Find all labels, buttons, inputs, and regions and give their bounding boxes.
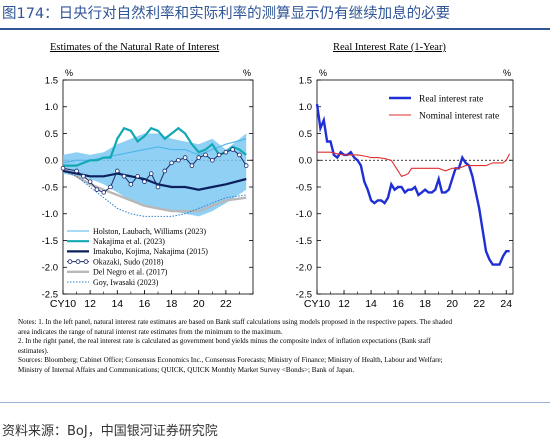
legend-label: Real interest rate [419, 95, 483, 105]
x-tick-label: 12 [84, 298, 96, 310]
series-marker [237, 152, 242, 158]
natural-rate-chart: 1.5 1.0 0.5 0.0 -0.5 -1.0 -1.5 -2.0 -2.5% % CY10 12… [42, 68, 254, 310]
y-axis-unit: % [65, 68, 73, 78]
series-marker [196, 155, 202, 160]
y-tick-label: 1.0 [45, 102, 58, 113]
series-line-navy-thick [62, 169, 247, 191]
y-tick-label: 0.0 [45, 156, 58, 167]
series-marker [87, 179, 93, 184]
series-marker [182, 155, 188, 160]
y-axis-unit: % [243, 68, 251, 78]
series-marker [108, 184, 113, 190]
series-marker [223, 149, 229, 155]
y-tick-label: -1.0 [296, 209, 312, 220]
series-marker [142, 179, 147, 184]
series-line-dotted [62, 170, 247, 217]
legend-label: Goy, Iwasaki (2023) [93, 278, 159, 287]
source-text: 资料来源：BoJ，中国银河证券研究院 [2, 424, 218, 439]
x-tick-label: 16 [139, 298, 151, 310]
note-line: Ministry of Internal Affairs and Communi… [18, 365, 355, 374]
legend-label: Okazaki, Sudo (2018) [93, 257, 164, 266]
y-tick-label: 1.0 [299, 102, 312, 113]
y-axis-unit: % [319, 68, 327, 78]
chart-notes: Notes: 1. In the left panel, natural int… [18, 318, 540, 376]
legend-marker [83, 259, 89, 264]
left-chart-title: Estimates of the Natural Rate of Interes… [50, 42, 220, 53]
series-marker [114, 168, 120, 174]
x-tick-label: 14 [365, 298, 377, 310]
y-axis-unit: % [503, 68, 511, 78]
x-tick-label: 16 [392, 298, 404, 310]
legend-label: Imakubo, Kojima, Nakajima (2015) [93, 247, 208, 256]
series-marker [230, 147, 235, 152]
series-marker [162, 168, 168, 174]
y-tick-label: -1.5 [296, 236, 312, 247]
x-tick-label: CY10 [304, 298, 330, 310]
x-tick-label: 14 [111, 298, 123, 310]
x-tick-label: 12 [338, 298, 350, 310]
series-marker [81, 174, 86, 179]
series-marker [148, 171, 154, 176]
footer-divider [0, 402, 550, 403]
y-tick-label: -0.5 [296, 182, 312, 193]
legend-marker [67, 259, 73, 264]
real-rate-line [315, 103, 510, 266]
y-tick-label: 1.5 [299, 75, 312, 86]
series-marker [135, 174, 140, 179]
note-line: 2. In the right panel, the real interest… [18, 337, 431, 346]
y-tick-label: 0.5 [45, 129, 58, 140]
y-tick-label: -2.0 [42, 263, 58, 274]
legend-label: Del Negro et al. (2017) [93, 268, 168, 277]
note-line: Notes: 1. In the left panel, natural int… [18, 318, 453, 326]
y-tick-label: -2.5 [296, 289, 312, 300]
y-tick-label: -1.5 [42, 236, 58, 247]
series-marker [94, 187, 100, 192]
y-tick-label: 0.0 [299, 156, 312, 167]
series-marker [101, 190, 107, 195]
series-line-teal [63, 126, 247, 167]
note-line: estimates). [18, 346, 49, 355]
legend-label: Nakajima et al. (2023) [93, 237, 165, 246]
nominal-rate-line [317, 151, 511, 177]
real-rate-chart: 1.5 1.0 0.5 0.0 -0.5 -1.0 -1.5 -2.0 -2.5% % CY10 12… [296, 68, 514, 310]
x-tick-label: CY10 [50, 298, 76, 310]
x-tick-label: 18 [419, 298, 431, 310]
y-tick-label: 1.5 [45, 75, 58, 86]
series-marker [243, 163, 249, 168]
series-marker [209, 157, 215, 163]
y-tick-label: 0.5 [299, 129, 312, 140]
series-marker [128, 182, 134, 187]
legend-marker [75, 259, 81, 264]
x-tick-label: 24 [500, 298, 512, 310]
y-tick-label: -2.0 [296, 263, 312, 274]
note-line: area indicates the range of natural inte… [18, 327, 283, 336]
series-marker [121, 174, 127, 179]
series-marker [74, 168, 79, 174]
x-tick-label: 20 [193, 298, 205, 310]
x-tick-label: 20 [446, 298, 458, 310]
page-title: 图174：日央行对自然利率和实际利率的测算显示仍有继续加息的必要 [2, 6, 451, 22]
y-tick-label: -0.5 [42, 182, 58, 193]
series-marker [60, 165, 66, 171]
series-marker [216, 152, 222, 158]
right-chart-title: Real Interest Rate (1-Year) [333, 42, 446, 53]
note-line: Sources: Bloomberg; Cabinet Office; Cons… [18, 356, 443, 365]
series-line-gray-thick [62, 167, 247, 213]
legend-label: Nominal interest rate [419, 112, 499, 122]
series-marker [176, 157, 181, 163]
charts-canvas: 1.5 1.0 0.5 0.0 -0.5 -1.0 -1.5 -2.0 -2.5% % CY10 12… [42, 68, 514, 310]
x-tick-label: 22 [220, 298, 232, 310]
y-tick-label: -2.5 [42, 289, 58, 300]
series-marker [189, 163, 195, 168]
legend-label: Holston, Laubach, Williams (2023) [93, 227, 206, 236]
y-tick-label: -1.0 [42, 209, 58, 220]
x-tick-label: 22 [473, 298, 485, 310]
series-marker [169, 160, 174, 166]
header-divider [0, 28, 550, 30]
series-marker [203, 152, 208, 158]
series-marker [155, 184, 161, 190]
x-tick-label: 18 [166, 298, 178, 310]
